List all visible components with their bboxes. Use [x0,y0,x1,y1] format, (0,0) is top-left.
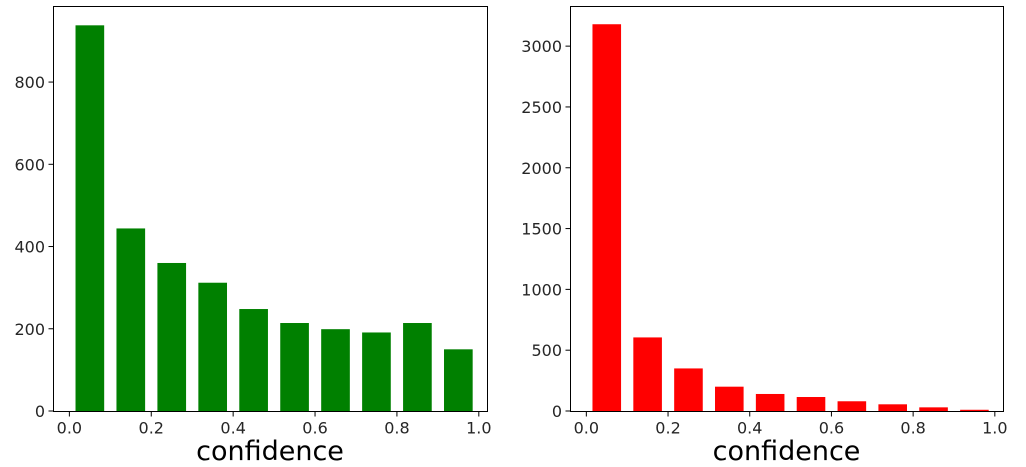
right-ytick-label-2: 1000 [521,280,562,299]
right-xtick-label-2: 0.4 [737,419,762,438]
left-axes-frame [53,6,488,412]
left-bar-7 [362,332,391,411]
left-ytick-label-4: 800 [14,73,45,92]
right-xtick-label-0: 0.0 [574,419,599,438]
right-bar-9 [960,409,989,411]
right-ytick-label-1: 500 [531,341,562,360]
left-histogram-panel: 0.0 0.2 0.4 0.6 0.8 1.0 0 200 400 600 800 confidenc… [14,6,492,467]
left-ytick-label-2: 400 [14,238,45,257]
right-bar-6 [837,401,867,411]
right-bar-7 [878,404,907,411]
left-bar-9 [444,349,473,411]
left-ytick-label-1: 200 [14,320,45,339]
left-xtick-label-3: 0.6 [302,419,327,438]
left-bar-8 [403,323,432,411]
right-bar-5 [796,397,826,411]
right-xtick-label-1: 0.2 [655,419,680,438]
right-bar-3 [715,386,744,411]
right-xtick-label-5: 1.0 [982,419,1007,438]
right-ytick-label-6: 3000 [521,37,562,56]
left-xtick-label-1: 0.2 [139,419,164,438]
left-bar-1 [116,228,146,411]
left-xtick-label-4: 0.8 [384,419,409,438]
right-bar-0 [592,24,622,412]
right-xtick-label-4: 0.8 [900,419,925,438]
right-ytick-label-4: 2000 [521,159,562,178]
left-xtick-label-2: 0.4 [220,419,245,438]
right-bar-1 [633,337,662,411]
left-ytick-label-3: 600 [14,155,45,174]
left-bar-3 [198,282,228,411]
right-axes-frame [570,6,1004,412]
left-bar-4 [239,309,268,411]
left-x-axis-label: confidence [196,436,344,467]
right-histogram-panel: 0.0 0.2 0.4 0.6 0.8 1.0 0 500 1000 1500 2000 2500 30… [521,6,1008,467]
left-xtick-label-0: 0.0 [57,419,82,438]
right-bar-8 [919,407,948,411]
left-bar-6 [321,329,350,411]
right-ytick-label-0: 0 [552,402,562,421]
left-xtick-label-5: 1.0 [466,419,491,438]
right-bar-4 [755,393,785,411]
right-bar-2 [674,368,703,411]
left-bar-0 [75,25,105,411]
left-bar-5 [280,323,309,411]
right-ytick-label-5: 2500 [521,98,562,117]
right-ytick-label-3: 1500 [521,220,562,239]
left-ytick-label-0: 0 [35,402,45,421]
left-bar-2 [157,262,187,411]
right-xtick-label-3: 0.6 [819,419,844,438]
right-x-axis-label: confidence [713,436,861,467]
